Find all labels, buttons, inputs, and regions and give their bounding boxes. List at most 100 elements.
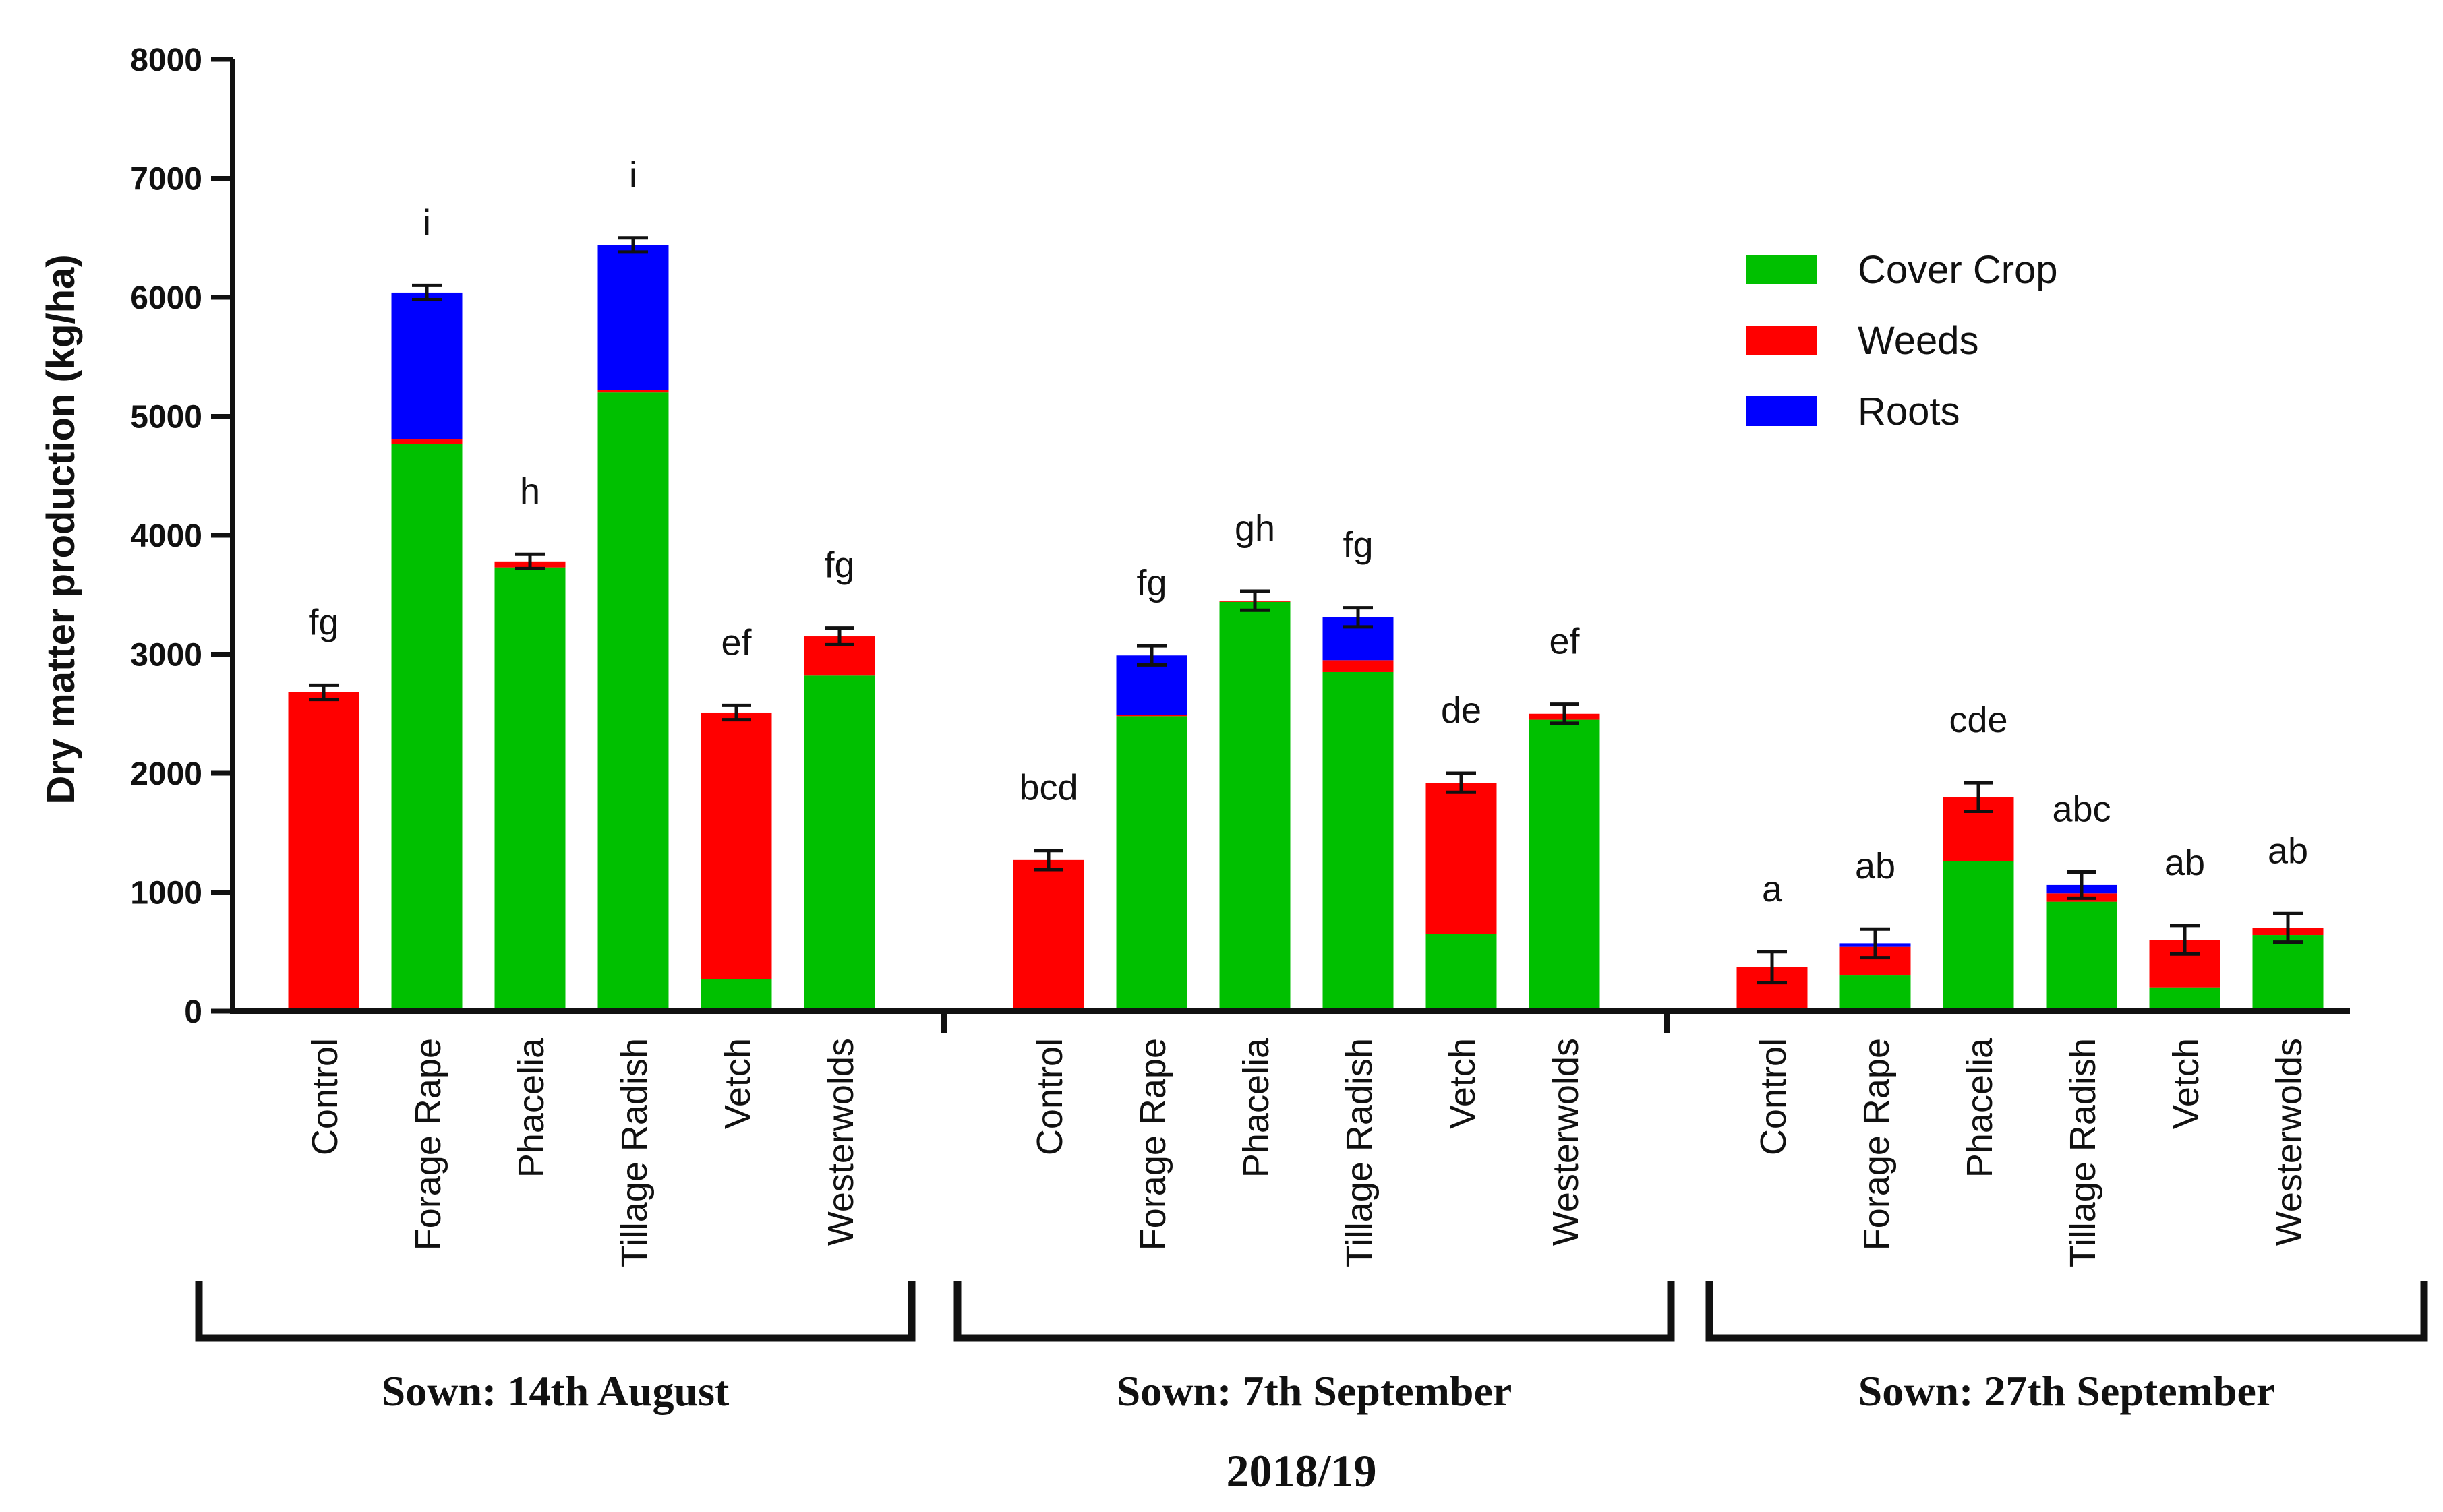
bar-segment-cover-crop bbox=[1529, 719, 1600, 1011]
group-label: Sown: 27th September bbox=[1858, 1367, 2276, 1415]
group-bracket bbox=[1705, 1281, 2428, 1342]
significance-label: i bbox=[629, 155, 637, 195]
bar-segment-cover-crop bbox=[804, 675, 875, 1011]
category-label: Control bbox=[1753, 1038, 1794, 1155]
bar-segment-weeds bbox=[701, 712, 772, 979]
error-bar bbox=[825, 626, 854, 646]
y-tick-label: 5000 bbox=[130, 400, 202, 435]
bar-segment-roots bbox=[597, 245, 669, 390]
error-bar bbox=[2273, 911, 2303, 944]
bar-segment-roots bbox=[391, 292, 463, 440]
legend-swatch bbox=[1746, 326, 1817, 355]
significance-label: ef bbox=[721, 622, 752, 663]
legend: Cover Crop Weeds Roots bbox=[1746, 248, 2058, 433]
significance-label: abc bbox=[2052, 789, 2111, 829]
y-tick-label: 3000 bbox=[130, 638, 202, 673]
bar-segment-cover-crop bbox=[701, 979, 772, 1011]
significance-label: gh bbox=[1235, 508, 1275, 549]
error-bar bbox=[1446, 771, 1476, 794]
category-label: Control bbox=[1030, 1038, 1070, 1155]
y-axis-label: Dry matter production (kg/ha) bbox=[39, 254, 83, 804]
group-bracket bbox=[195, 1281, 916, 1342]
bar-segment-cover-crop bbox=[1219, 601, 1291, 1011]
category-label: Control bbox=[305, 1038, 345, 1155]
error-bar bbox=[309, 683, 339, 702]
bar-segment-weeds bbox=[1116, 715, 1187, 717]
bar-segment-cover-crop bbox=[1839, 975, 1911, 1011]
category-label: Tillage Radish bbox=[2063, 1038, 2103, 1267]
y-tick-label: 6000 bbox=[130, 280, 202, 316]
y-tick-label: 7000 bbox=[130, 162, 202, 198]
significance-label: i bbox=[423, 202, 431, 243]
significance-label: a bbox=[1762, 869, 1783, 909]
category-label: Westerwolds bbox=[821, 1038, 861, 1246]
legend-swatch bbox=[1746, 255, 1817, 284]
legend-swatch bbox=[1746, 396, 1817, 426]
group-bracket bbox=[953, 1281, 1675, 1342]
significance-label: ab bbox=[2165, 843, 2205, 883]
category-label: Tillage Radish bbox=[1339, 1038, 1380, 1267]
bar-segment-cover-crop bbox=[597, 392, 669, 1011]
error-bar bbox=[515, 552, 545, 570]
significance-label: h bbox=[520, 471, 540, 512]
bar-segment-weeds bbox=[1322, 660, 1394, 672]
category-label: Phacelia bbox=[1236, 1037, 1276, 1178]
bar-segment-cover-crop bbox=[1425, 934, 1497, 1011]
significance-label: ef bbox=[1549, 622, 1580, 662]
category-label: Vetch bbox=[2166, 1038, 2206, 1129]
error-bar bbox=[1964, 781, 1993, 813]
y-axis: 0 1000 2000 3000 4000 5000 6000 7000 8000 bbox=[130, 42, 235, 1030]
group-brackets: Sown: 14th August Sown: 7th September Sown… bbox=[195, 1281, 2428, 1415]
category-label: Westerwolds bbox=[2269, 1038, 2309, 1246]
category-label: Forage Rape bbox=[1133, 1038, 1173, 1250]
y-tick-label: 4000 bbox=[130, 518, 202, 554]
error-bar bbox=[2067, 870, 2096, 900]
category-label: Tillage Radish bbox=[614, 1038, 655, 1267]
legend-label: Weeds bbox=[1858, 319, 1978, 363]
significance-label: bcd bbox=[1019, 768, 1078, 808]
bar-segment-weeds bbox=[288, 692, 359, 1011]
bar-segment-cover-crop bbox=[2252, 935, 2324, 1011]
error-bar bbox=[1240, 589, 1270, 612]
x-axis: Control Forage Rape Phacelia Tillage Radish… bbox=[230, 1008, 2350, 1267]
y-tick-label: 2000 bbox=[130, 756, 202, 792]
error-bar bbox=[1860, 927, 1890, 960]
error-bar bbox=[1343, 606, 1373, 629]
bar-segment-cover-crop bbox=[2149, 987, 2220, 1011]
category-label: Forage Rape bbox=[408, 1038, 448, 1250]
bar-segment-cover-crop bbox=[494, 567, 566, 1011]
error-bar bbox=[1034, 849, 1063, 872]
bar-segment-weeds bbox=[1425, 783, 1497, 934]
bar-segment-weeds bbox=[1013, 859, 1084, 1011]
category-label: Westerwolds bbox=[1546, 1038, 1586, 1246]
group-label: Sown: 14th August bbox=[382, 1367, 730, 1415]
x-axis-label: 2018/19 bbox=[1227, 1445, 1377, 1496]
y-tick-label: 8000 bbox=[130, 42, 202, 78]
y-tick-label: 0 bbox=[184, 994, 202, 1030]
group-label: Sown: 7th September bbox=[1117, 1367, 1512, 1415]
category-label: Vetch bbox=[717, 1038, 758, 1129]
significance-label: ab bbox=[2268, 830, 2308, 871]
error-bar bbox=[1137, 644, 1167, 667]
error-bar bbox=[722, 703, 751, 722]
bar-segment-weeds bbox=[597, 390, 669, 393]
significance-label: cde bbox=[1949, 700, 2007, 740]
legend-label: Cover Crop bbox=[1858, 248, 2058, 292]
bar-segment-cover-crop bbox=[1116, 716, 1187, 1011]
significance-label: fg bbox=[1343, 525, 1373, 566]
category-label: Forage Rape bbox=[1856, 1038, 1897, 1250]
significance-label: ab bbox=[1855, 846, 1895, 886]
category-label: Phacelia bbox=[511, 1037, 552, 1178]
error-bar bbox=[1757, 950, 1787, 985]
significance-label: fg bbox=[1136, 563, 1167, 603]
bar-segment-cover-crop bbox=[391, 444, 463, 1011]
bar-segment-weeds bbox=[391, 439, 463, 444]
significance-label: de bbox=[1441, 690, 1481, 731]
error-bar bbox=[412, 283, 442, 302]
bar-segment-cover-crop bbox=[1322, 671, 1394, 1011]
error-bar bbox=[618, 236, 648, 254]
bar-segment-cover-crop bbox=[2046, 901, 2117, 1011]
y-tick-label: 1000 bbox=[130, 876, 202, 911]
legend-label: Roots bbox=[1858, 390, 1960, 433]
